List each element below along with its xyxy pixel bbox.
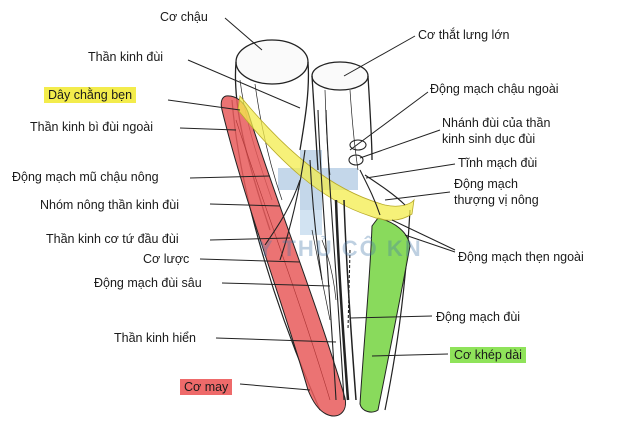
leader-lines: [167, 17, 456, 391]
label-than-kinh-dui: Thần kinh đùi: [88, 50, 164, 64]
label-dong-mach-mu-chau-nong: Động mạch mũ chậu nông: [12, 170, 159, 184]
label-tinh-mach-dui: Tĩnh mạch đùi: [458, 156, 538, 170]
label-dong-mach-dui: Động mạch đùi: [436, 310, 521, 324]
femoral-vessels: [264, 109, 406, 401]
adductor-longus-muscle: [359, 217, 411, 413]
psoas-section: [311, 61, 369, 91]
inguinal-ligament: [237, 95, 415, 221]
label-co-khep-dai: Cơ khép dài: [450, 347, 526, 363]
label-than-kinh-hien: Thần kinh hiển: [114, 331, 197, 345]
watermark-text: Y THỦ CÔ KN: [258, 236, 423, 261]
label-day-chang-ben: Dây chằng bẹn: [44, 87, 137, 103]
label-dong-mach-thuong-vi-line2: thượng vị nông: [454, 193, 539, 207]
muscle-cross-sections: [234, 39, 373, 231]
label-co-chau: Cơ chậu: [160, 10, 208, 24]
label-nhanh-dui-line2: kinh sinh dục đùi: [442, 132, 536, 146]
sartorius-fibers: [235, 119, 331, 401]
label-co-luoc: Cơ lược: [143, 252, 190, 266]
label-nhanh-dui-line1: Nhánh đùi của thần: [442, 116, 551, 130]
label-than-kinh-bi-dui-ngoai: Thần kinh bì đùi ngoài: [30, 120, 154, 134]
label-dong-mach-chau-ngoai: Động mạch chậu ngoài: [430, 82, 559, 96]
label-dong-mach-dui-sau: Động mạch đùi sâu: [94, 276, 202, 290]
iliacus-section: [235, 39, 309, 85]
label-nhom-nong-than-kinh-dui: Nhóm nông thần kinh đùi: [40, 198, 179, 212]
label-than-kinh-co-tu-dau-dui: Thần kinh cơ tứ đầu đùi: [46, 232, 179, 246]
label-dong-mach-thuong-vi-line1: Động mạch: [454, 177, 518, 191]
label-co-may: Cơ may: [180, 379, 233, 395]
label-co-that-lung-lon: Cơ thắt lưng lớn: [418, 28, 510, 42]
label-dong-mach-then-ngoai: Động mạch thẹn ngoài: [458, 250, 584, 264]
